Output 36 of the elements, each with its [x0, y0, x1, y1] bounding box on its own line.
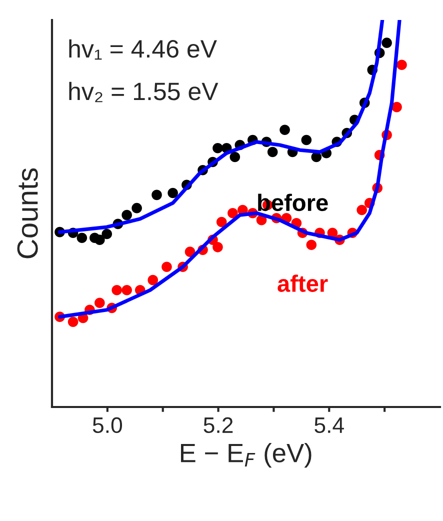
point	[392, 102, 402, 112]
point	[122, 284, 132, 296]
point	[212, 142, 223, 154]
point	[94, 234, 105, 245]
y-axis-title: Counts	[17, 168, 38, 258]
point	[168, 188, 178, 198]
point	[356, 204, 367, 216]
point	[184, 246, 196, 257]
x-tick-label: 5.0	[92, 417, 122, 434]
point	[267, 146, 278, 158]
point	[228, 208, 238, 218]
point	[94, 298, 105, 308]
x-tick-label: 5.2	[204, 417, 233, 434]
x-axis-title: E − E$_{F}$ (eV)	[181, 442, 312, 468]
point	[162, 262, 172, 272]
point	[148, 274, 158, 286]
point	[102, 228, 112, 240]
point	[382, 38, 392, 48]
series-label: before	[258, 194, 328, 212]
point	[152, 190, 162, 200]
point	[76, 232, 88, 244]
annotation: hv₂ = 1.55 eV	[69, 82, 218, 102]
point	[216, 216, 227, 228]
point	[230, 152, 240, 162]
point	[301, 134, 312, 146]
series-label: after	[278, 274, 328, 292]
point	[68, 316, 78, 328]
point	[132, 202, 142, 214]
x-tick-label: 5.4	[314, 418, 344, 434]
point	[280, 124, 290, 136]
point	[112, 284, 122, 296]
point	[306, 240, 317, 250]
point	[212, 242, 223, 252]
point	[396, 60, 407, 70]
annotation: hv₁ = 4.46 eV	[69, 39, 217, 60]
point	[122, 210, 132, 220]
